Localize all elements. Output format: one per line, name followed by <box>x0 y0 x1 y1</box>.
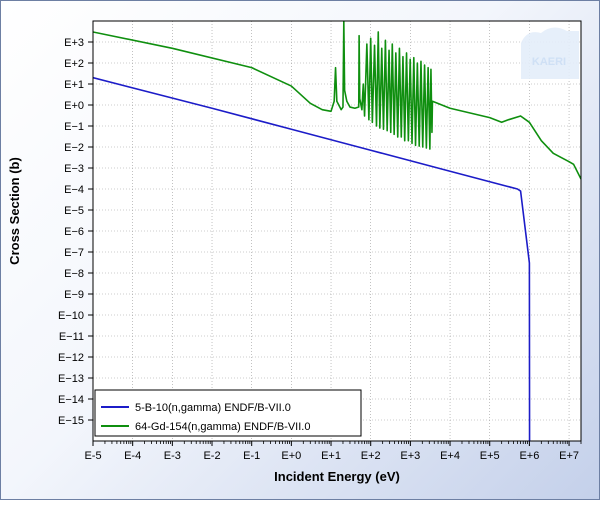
x-tick-label: E+4 <box>440 450 460 462</box>
y-tick-label: E−1 <box>64 121 84 133</box>
y-tick-label: E−11 <box>59 331 84 343</box>
x-tick-label: E+5 <box>480 450 500 462</box>
legend-label-gd154: 64-Gd-154(n,gamma) ENDF/B-VII.0 <box>135 421 310 433</box>
y-tick-label: E−14 <box>58 394 84 406</box>
x-axis: E-5 E-4 E-3 E-2 E-1 E+0 E+1 E+2 E+3 E+4 E+5 E+6 E+7 <box>84 441 582 462</box>
y-tick-label: E+3 <box>64 37 84 49</box>
y-axis: E+3 E+2 E+1 E+0 E−1 E−2 E−3 E−4 E−5 E−6 E−7 E−8 E−9 E… <box>58 37 93 427</box>
legend: 5-B-10(n,gamma) ENDF/B-VII.0 64-Gd-154(n… <box>94 389 362 437</box>
x-tick-label: E-5 <box>84 450 101 462</box>
x-tick-label: E+1 <box>321 450 341 462</box>
series-line-gd154 <box>93 21 581 180</box>
x-tick-label: E+0 <box>281 450 301 462</box>
y-tick-label: E−15 <box>58 415 84 427</box>
watermark-text: KAERI <box>532 56 566 68</box>
y-tick-label: E−8 <box>64 268 84 280</box>
watermark: KAERI <box>521 27 579 80</box>
y-tick-label: E−2 <box>64 142 84 154</box>
x-tick-label: E-1 <box>243 450 260 462</box>
y-tick-label: E−3 <box>64 163 84 175</box>
y-tick-label: E+1 <box>64 79 84 91</box>
legend-box <box>94 389 362 437</box>
y-tick-label: E−9 <box>64 289 84 301</box>
x-tick-label: E+7 <box>559 450 579 462</box>
series-layer <box>93 21 581 441</box>
y-tick-label: E−12 <box>58 352 84 364</box>
grid <box>92 21 581 441</box>
x-tick-label: E+2 <box>361 450 381 462</box>
y-tick-label: E+0 <box>64 100 84 112</box>
x-tick-label: E+3 <box>400 450 420 462</box>
y-tick-label: E−7 <box>64 247 84 259</box>
legend-label-b10: 5-B-10(n,gamma) ENDF/B-VII.0 <box>135 402 291 414</box>
y-tick-label: E−4 <box>64 184 84 196</box>
y-tick-label: E−6 <box>64 226 84 238</box>
x-tick-label: E+6 <box>519 450 539 462</box>
x-tick-label: E-2 <box>203 450 220 462</box>
x-axis-title: Incident Energy (eV) <box>274 469 400 484</box>
x-tick-label: E-3 <box>164 450 181 462</box>
y-axis-title: Cross Section (b) <box>7 157 22 265</box>
y-tick-label: E−5 <box>64 205 84 217</box>
watermark-cloud-icon <box>521 27 579 80</box>
series-line-b10 <box>93 76 531 441</box>
x-tick-label: E-4 <box>124 450 141 462</box>
y-tick-label: E−13 <box>58 373 84 385</box>
y-tick-label: E−10 <box>58 310 84 322</box>
y-tick-label: E+2 <box>64 58 84 70</box>
